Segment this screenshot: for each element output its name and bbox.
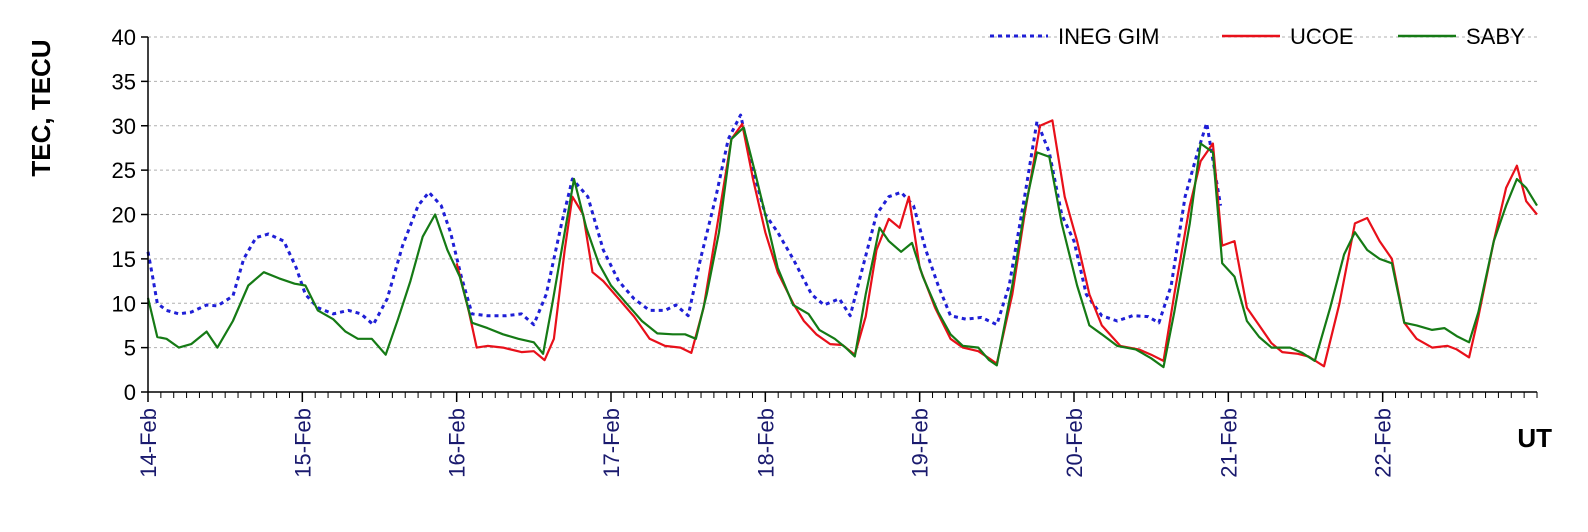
x-axis-title: UT [1517,423,1552,453]
y-tick-label: 35 [112,69,136,94]
y-tick-label: 5 [124,336,136,361]
y-tick-label: 15 [112,247,136,272]
y-axis-title: TEC, TECU [26,39,56,176]
y-tick-label: 10 [112,291,136,316]
y-tick-label: 0 [124,380,136,405]
series-line-ineg-gim [146,113,1223,327]
legend-label: UCOE [1290,24,1354,49]
x-tick-label: 20-Feb [1062,408,1087,478]
legend: INEG GIM UCOE SABY [990,24,1525,49]
series-lines [146,113,1538,369]
y-tick-label: 20 [112,203,136,228]
x-tick-label: 17-Feb [599,408,624,478]
y-tick-label: 25 [112,158,136,183]
y-tick-label: 30 [112,114,136,139]
x-tick-label: 19-Feb [908,408,933,478]
series-line-saby [146,126,1538,369]
y-tick-labels: 0 5 10 15 20 25 30 35 40 [112,25,136,405]
x-tick-label: 21-Feb [1216,408,1241,478]
x-tick-label: 22-Feb [1371,408,1396,478]
legend-label: SABY [1466,24,1525,49]
x-tick-labels: 14-Feb 15-Feb 16-Feb 17-Feb 18-Feb 19-Feb 20-F… [136,408,1396,478]
x-tick-label: 15-Feb [290,408,315,478]
axes [141,36,1538,402]
y-tick-label: 40 [112,25,136,50]
series-line-ucoe [455,119,1538,368]
legend-label: INEG GIM [1058,24,1159,49]
x-tick-label: 18-Feb [753,408,778,478]
x-tick-label: 14-Feb [136,408,161,478]
x-tick-label: 16-Feb [445,408,470,478]
